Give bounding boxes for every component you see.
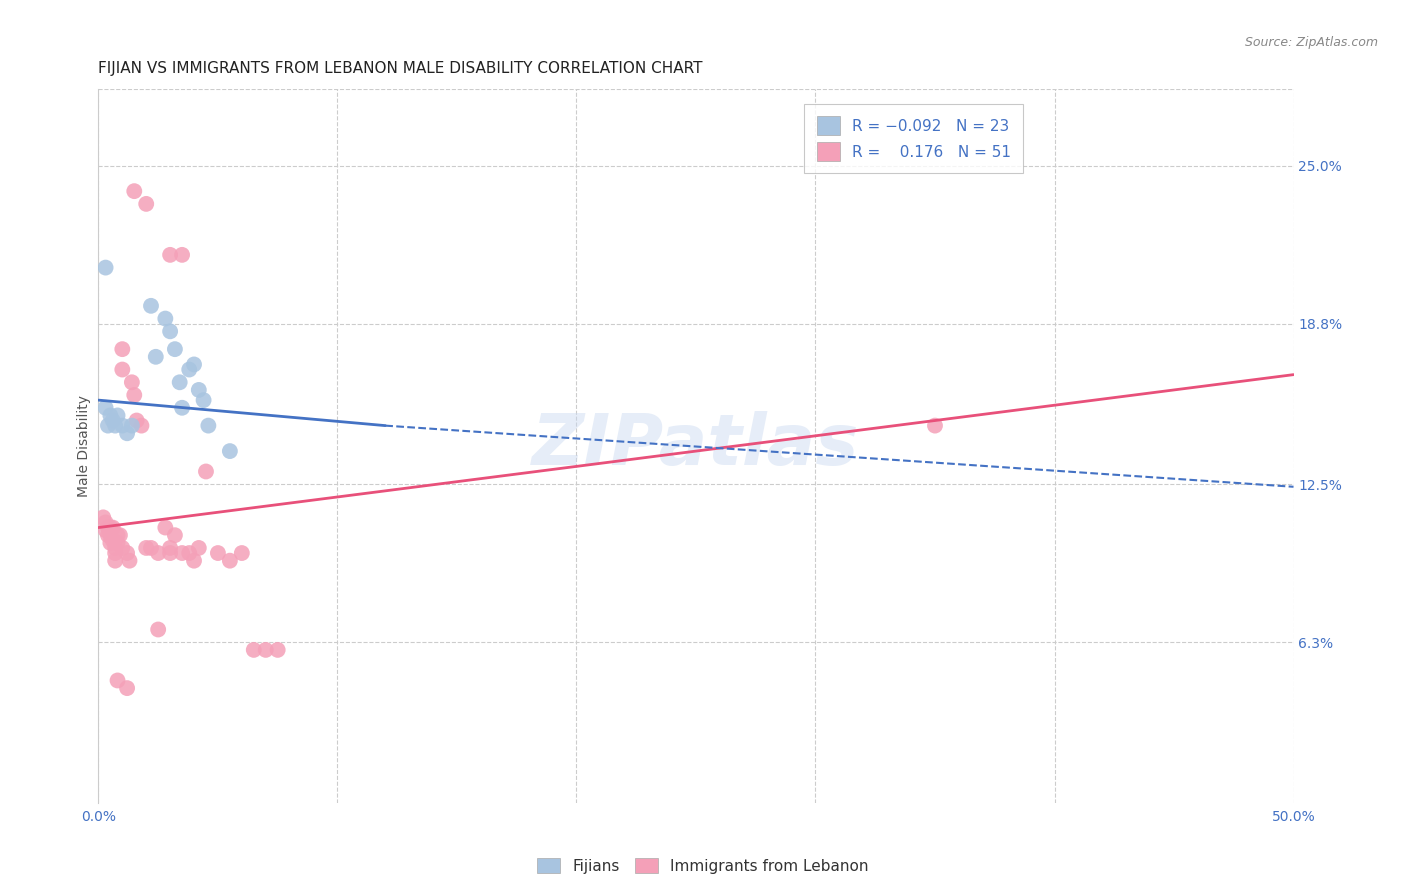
Point	[254, 643, 277, 657]
Point	[107, 528, 129, 542]
Point	[98, 528, 122, 542]
Point	[159, 248, 181, 262]
Point	[155, 311, 177, 326]
Point	[155, 520, 177, 534]
Legend: Fijians, Immigrants from Lebanon: Fijians, Immigrants from Lebanon	[531, 852, 875, 880]
Point	[179, 546, 201, 560]
Point	[179, 362, 201, 376]
Point	[172, 546, 194, 560]
Point	[101, 413, 124, 427]
Point	[131, 418, 153, 433]
Point	[104, 546, 127, 560]
Point	[172, 401, 194, 415]
Point	[124, 388, 146, 402]
Point	[219, 554, 242, 568]
Point	[101, 533, 124, 548]
Point	[98, 520, 122, 534]
Point	[107, 409, 129, 423]
Point	[194, 465, 218, 479]
Text: ZIPatlas: ZIPatlas	[533, 411, 859, 481]
Point	[115, 426, 138, 441]
Point	[159, 541, 181, 555]
Point	[104, 554, 127, 568]
Point	[159, 324, 181, 338]
Point	[111, 342, 134, 356]
Point	[125, 413, 148, 427]
Point	[98, 536, 122, 550]
Point	[94, 523, 117, 537]
Point	[121, 376, 143, 390]
Point	[267, 643, 290, 657]
Point	[159, 546, 181, 560]
Point	[97, 528, 120, 542]
Point	[924, 418, 946, 433]
Point	[97, 418, 120, 433]
Point	[231, 546, 253, 560]
Point	[104, 541, 127, 555]
Point	[94, 516, 117, 530]
Point	[104, 418, 127, 433]
Point	[97, 520, 120, 534]
Point	[148, 623, 170, 637]
Point	[124, 184, 146, 198]
Point	[111, 541, 134, 555]
Point	[169, 376, 191, 390]
Point	[163, 342, 186, 356]
Point	[139, 299, 162, 313]
Point	[135, 197, 157, 211]
Point	[183, 358, 205, 372]
Point	[111, 362, 134, 376]
Legend: R = −0.092   N = 23, R =    0.176   N = 51: R = −0.092 N = 23, R = 0.176 N = 51	[804, 104, 1024, 173]
Point	[148, 546, 170, 560]
Point	[187, 383, 209, 397]
Point	[145, 350, 167, 364]
Point	[121, 418, 143, 433]
Point	[118, 554, 141, 568]
Point	[115, 546, 138, 560]
Point	[98, 409, 122, 423]
Point	[111, 418, 134, 433]
Point	[187, 541, 209, 555]
Point	[207, 546, 229, 560]
Point	[163, 528, 186, 542]
Point	[219, 444, 242, 458]
Point	[107, 673, 129, 688]
Point	[183, 554, 205, 568]
Point	[94, 401, 117, 415]
Point	[94, 260, 117, 275]
Point	[108, 528, 131, 542]
Point	[243, 643, 266, 657]
Text: Source: ZipAtlas.com: Source: ZipAtlas.com	[1244, 36, 1378, 49]
Point	[197, 418, 219, 433]
Point	[101, 520, 124, 534]
Point	[115, 681, 138, 695]
Point	[139, 541, 162, 555]
Point	[193, 393, 215, 408]
Point	[135, 541, 157, 555]
Text: FIJIAN VS IMMIGRANTS FROM LEBANON MALE DISABILITY CORRELATION CHART: FIJIAN VS IMMIGRANTS FROM LEBANON MALE D…	[98, 61, 703, 76]
Point	[91, 510, 114, 524]
Point	[172, 248, 194, 262]
Y-axis label: Male Disability: Male Disability	[77, 395, 91, 497]
Point	[107, 536, 129, 550]
